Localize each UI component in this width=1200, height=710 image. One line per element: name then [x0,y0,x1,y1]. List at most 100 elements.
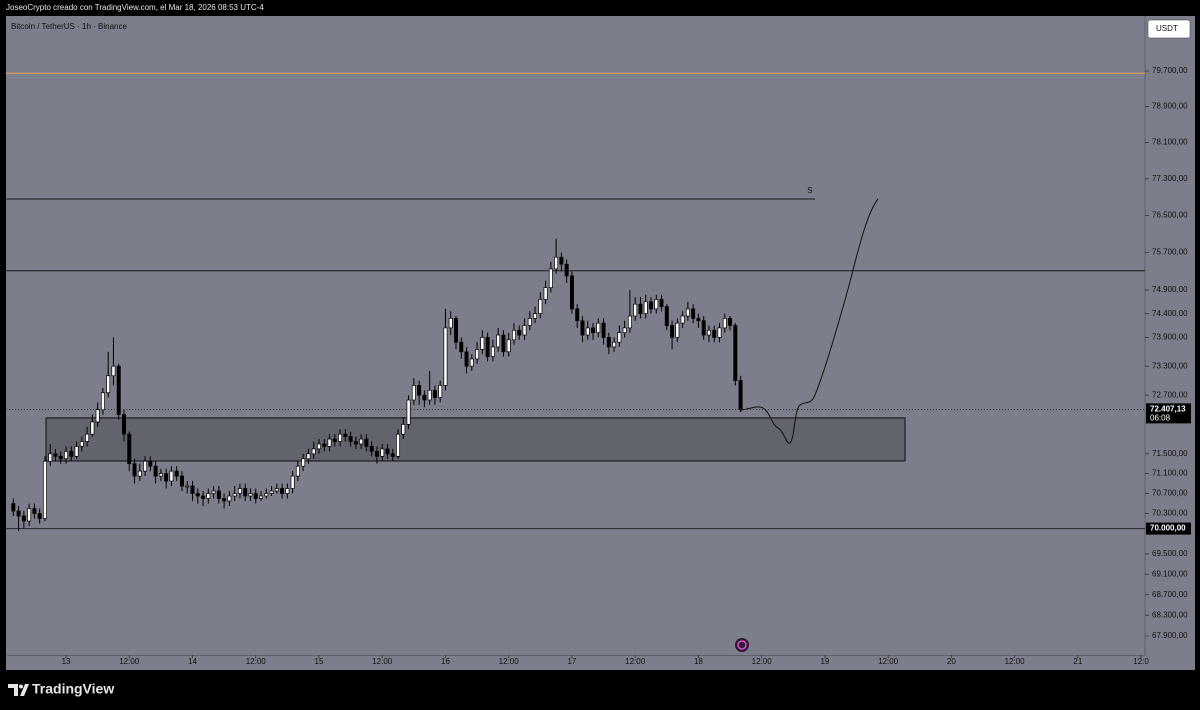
axis-layer: 79.700,00 78.900,00 78.100,00 77.300,00 76.5… [62,66,1191,666]
x-tick-label: 12:00 [878,657,899,666]
candle-body [64,451,69,460]
candle-body [728,318,733,326]
y-tick-label: 74.400,00 [1152,309,1188,318]
y-tick-label: 70.300,00 [1152,509,1188,518]
x-tick-label: 12:00 [1005,657,1026,666]
candle-body [675,322,680,338]
candle-body [475,349,480,360]
candle-body [443,327,448,386]
candle-body [264,493,269,497]
candle-body [511,329,516,341]
candle-body [348,436,353,442]
y-tick-label: 72.700,00 [1152,390,1188,399]
candle-body [638,303,643,314]
candle-body [659,299,664,307]
candle-body [311,448,316,455]
candle-body [274,488,279,492]
last-price-label: 72.407,13 [1150,404,1186,413]
x-tick-label: 15 [315,657,324,666]
currency-button-label[interactable]: USDT [1156,24,1178,33]
candle-body [174,470,179,477]
candle-body [253,493,258,499]
x-tick-label: 12:0 [1133,657,1149,666]
candle-body [269,490,274,494]
event-icon-circle[interactable] [735,638,749,652]
candle-body [622,327,627,334]
candle-body [95,409,100,423]
event-icon[interactable] [735,638,749,652]
candle-body [580,320,585,336]
candle-body [601,322,606,338]
levels-layer: S [6,72,1145,530]
candle-body [691,308,696,319]
candle-body [680,315,685,324]
candle-body [454,318,458,343]
candle-body [564,263,569,277]
footer-brand: TradingView [32,681,114,697]
candle-body [74,446,79,457]
candle-body [422,394,427,401]
candle-body [317,443,321,450]
footer-logo [8,684,29,696]
candle-body [633,303,638,317]
candle-body [706,329,711,336]
logo-dot [19,684,23,689]
event-icon-ring[interactable] [737,640,747,650]
candle-body [559,256,564,265]
candle-body [90,421,95,435]
candle-body [42,460,47,519]
candle-body [385,448,390,455]
candle-body [37,513,42,519]
x-tick-label: 12:00 [625,657,646,666]
candle-body [237,488,242,494]
x-tick-label: 21 [1073,657,1082,666]
x-tick-label: 12:00 [752,657,773,666]
candle-body [164,473,169,482]
x-tick-label: 17 [567,657,576,666]
y-tick-label: 79.700,00 [1152,66,1188,75]
candle-body [670,325,675,338]
candle-body [179,475,184,487]
candle-body [506,339,511,353]
candle-body [501,334,506,353]
candle-body [575,308,580,322]
candle-body [227,495,232,502]
candle-body [53,453,58,457]
candle-body [548,268,553,289]
candle-body [538,299,543,314]
candle-body [722,318,727,329]
candle-body [211,490,216,494]
y-tick-label: 71.100,00 [1152,469,1188,478]
candle-body [290,475,295,489]
currency-button[interactable] [1147,19,1191,39]
candle-body [606,337,611,348]
candle-body [411,385,416,401]
x-tick-label: 12:00 [246,657,267,666]
candle-body [717,327,722,338]
header-text: JoseoCrypto creado con TradingView.com, … [6,3,264,12]
candle-body [627,315,632,329]
candle-body [401,424,406,435]
y-tick-label: 78.900,00 [1152,102,1188,111]
y-tick-label: 77.300,00 [1152,174,1188,183]
candle-body [459,341,464,353]
candle-body [295,465,300,477]
candle-body [338,433,343,442]
candle-body [322,443,327,447]
candle-body [111,365,116,377]
candle-body [137,470,142,477]
candle-body [664,306,669,326]
candle-body [364,438,369,447]
y-tick-label: 73.900,00 [1152,333,1188,342]
candle-body [469,358,474,367]
candle-body [48,453,53,462]
candle-body [527,318,532,326]
candle-body [543,287,548,300]
x-tick-label: 19 [820,657,829,666]
candle-body [585,327,590,336]
candle-body [79,441,84,447]
candle-body [696,318,701,322]
candle-body [153,465,158,477]
candle-body [596,322,601,334]
candle-body [11,503,16,512]
